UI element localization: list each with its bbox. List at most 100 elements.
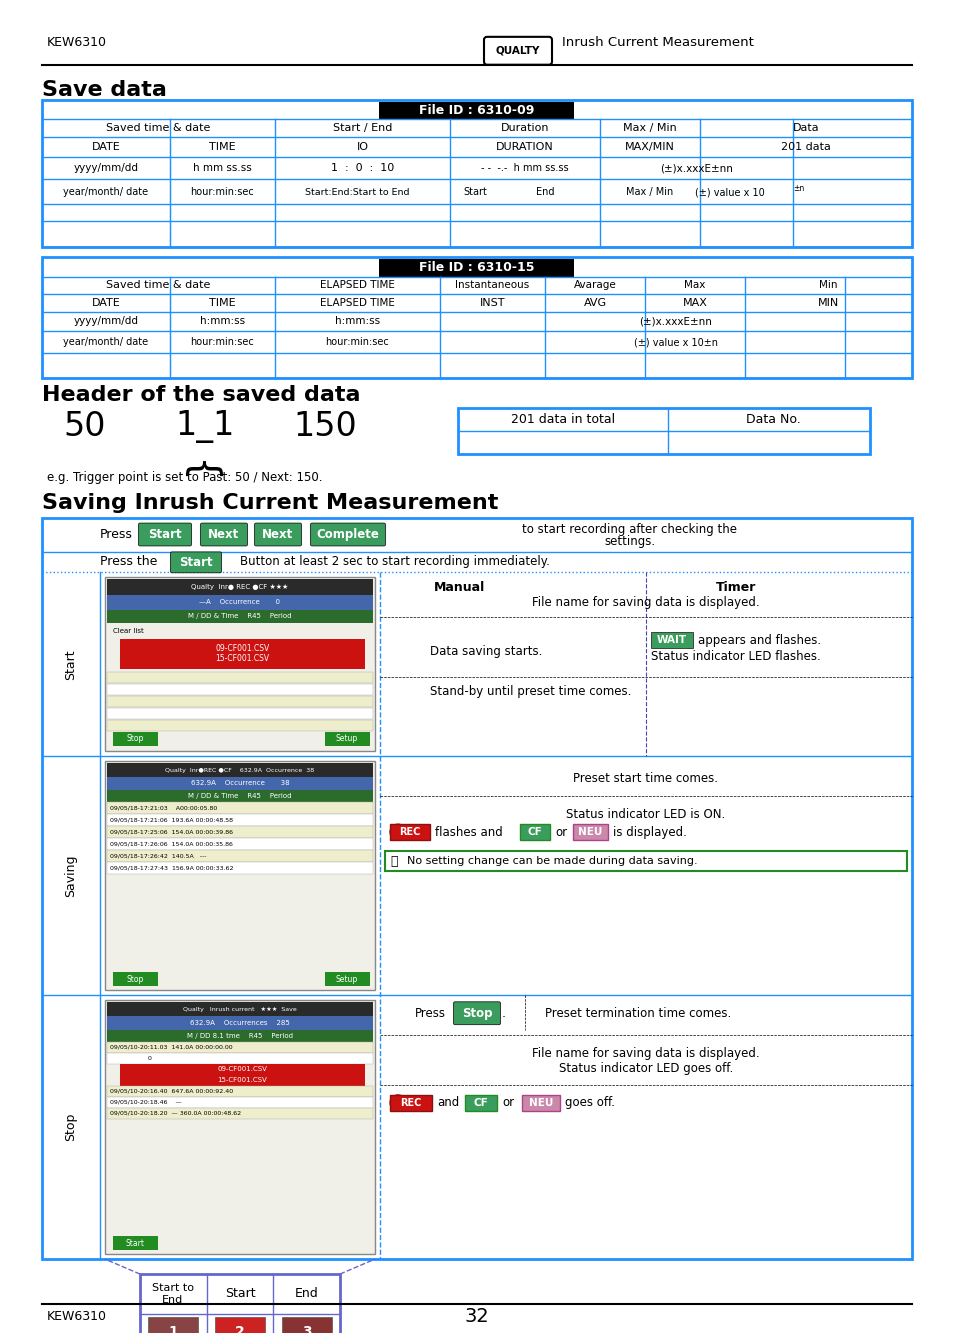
Text: 🔒: 🔒 bbox=[390, 856, 397, 869]
Text: MAX: MAX bbox=[681, 297, 707, 308]
Text: 09/05/10-20:16.40  647.6A 00:00:92.40: 09/05/10-20:16.40 647.6A 00:00:92.40 bbox=[110, 1089, 233, 1094]
Bar bbox=[107, 1107, 373, 1119]
Text: End: End bbox=[536, 187, 554, 197]
Text: Duration: Duration bbox=[500, 123, 549, 134]
Text: Max / Min: Max / Min bbox=[622, 123, 677, 134]
Bar bbox=[390, 1095, 432, 1111]
Text: Start to
End: Start to End bbox=[152, 1283, 193, 1304]
Text: ELAPSED TIME: ELAPSED TIME bbox=[319, 280, 395, 289]
Text: Press the: Press the bbox=[100, 554, 157, 568]
Text: Stop: Stop bbox=[65, 1113, 77, 1141]
Bar bbox=[385, 852, 906, 870]
FancyBboxPatch shape bbox=[138, 524, 192, 546]
Bar bbox=[105, 762, 375, 991]
Bar bbox=[107, 611, 373, 623]
Circle shape bbox=[390, 823, 406, 840]
Text: NEU: NEU bbox=[528, 1098, 553, 1107]
Bar bbox=[107, 684, 373, 695]
Text: M / DD & Time    R45    Period: M / DD & Time R45 Period bbox=[188, 613, 292, 619]
Text: hour:min:sec: hour:min:sec bbox=[191, 187, 254, 197]
Text: 1_1: 1_1 bbox=[175, 410, 234, 442]
FancyBboxPatch shape bbox=[200, 524, 247, 546]
Bar bbox=[573, 823, 607, 840]
Text: Press: Press bbox=[100, 528, 132, 541]
Text: e.g. Trigger point is set to Past: 50 / Next: 150.: e.g. Trigger point is set to Past: 50 / … bbox=[47, 471, 322, 485]
Text: Start: Start bbox=[179, 556, 213, 569]
Text: 632.9A    Occurrence       38: 632.9A Occurrence 38 bbox=[191, 781, 289, 786]
Bar bbox=[107, 802, 373, 814]
Text: 09/05/10-20:18.46    —: 09/05/10-20:18.46 — bbox=[110, 1099, 182, 1105]
Text: Data saving starts.: Data saving starts. bbox=[430, 645, 542, 659]
Text: Saving: Saving bbox=[65, 854, 77, 897]
Text: REC: REC bbox=[399, 828, 420, 837]
Text: }: } bbox=[181, 451, 219, 475]
Text: h mm ss.ss: h mm ss.ss bbox=[193, 163, 252, 173]
Text: File ID : 6310-15: File ID : 6310-15 bbox=[418, 261, 535, 274]
Text: 09/05/18-17:26:06  154.0A 00:00:35.86: 09/05/18-17:26:06 154.0A 00:00:35.86 bbox=[110, 841, 233, 846]
Text: Next: Next bbox=[262, 528, 294, 541]
Text: 32: 32 bbox=[464, 1307, 489, 1327]
Text: h:mm:ss: h:mm:ss bbox=[335, 316, 379, 327]
Text: Manual: Manual bbox=[434, 581, 485, 593]
Bar bbox=[107, 778, 373, 790]
Text: Stop: Stop bbox=[461, 1007, 492, 1020]
Text: 201 data: 201 data bbox=[781, 142, 830, 153]
Bar bbox=[325, 731, 370, 746]
Text: Qualty  Inr● REC ●CF ★★★: Qualty Inr● REC ●CF ★★★ bbox=[192, 584, 289, 590]
Text: TIME: TIME bbox=[209, 142, 235, 153]
Bar bbox=[107, 1042, 373, 1052]
Text: Inrush Current Measurement: Inrush Current Measurement bbox=[561, 36, 753, 50]
Text: 09/05/18-17:21:03    A00:00:05.80: 09/05/18-17:21:03 A00:00:05.80 bbox=[110, 806, 217, 810]
Bar bbox=[214, 1316, 265, 1339]
Text: Max / Min: Max / Min bbox=[626, 187, 673, 197]
Text: QUALTY: QUALTY bbox=[496, 46, 539, 56]
Text: End: End bbox=[294, 1288, 318, 1300]
Text: M / DD & Time    R45    Period: M / DD & Time R45 Period bbox=[188, 793, 292, 799]
Text: Complete: Complete bbox=[316, 528, 379, 541]
FancyBboxPatch shape bbox=[483, 37, 552, 64]
Text: yyyy/mm/dd: yyyy/mm/dd bbox=[73, 163, 138, 173]
Text: hour:min:sec: hour:min:sec bbox=[325, 337, 389, 347]
Text: MAX/MIN: MAX/MIN bbox=[624, 142, 674, 153]
Bar bbox=[140, 1273, 339, 1339]
Bar bbox=[148, 1316, 198, 1339]
Text: year/month/ date: year/month/ date bbox=[63, 187, 149, 197]
Bar bbox=[107, 838, 373, 850]
Text: Start: Start bbox=[65, 649, 77, 680]
Bar bbox=[464, 1095, 497, 1111]
Bar bbox=[378, 258, 574, 277]
Bar bbox=[112, 1236, 158, 1251]
Bar bbox=[107, 708, 373, 719]
Bar bbox=[107, 672, 373, 683]
Text: Preset start time comes.: Preset start time comes. bbox=[573, 771, 718, 785]
Bar bbox=[42, 99, 911, 246]
Bar bbox=[105, 577, 375, 751]
Bar bbox=[107, 814, 373, 826]
Text: Header of the saved data: Header of the saved data bbox=[42, 386, 360, 406]
Bar bbox=[650, 632, 692, 648]
Text: 1: 1 bbox=[168, 1324, 177, 1339]
Text: (±) value x 10±n: (±) value x 10±n bbox=[634, 337, 718, 347]
Text: goes off.: goes off. bbox=[564, 1097, 615, 1109]
Bar bbox=[107, 862, 373, 874]
Text: is displayed.: is displayed. bbox=[613, 826, 686, 838]
Text: 150: 150 bbox=[293, 410, 356, 442]
Text: Press: Press bbox=[415, 1007, 446, 1020]
Text: or: or bbox=[555, 826, 566, 838]
Text: —A    Occurrence       0: —A Occurrence 0 bbox=[199, 599, 280, 605]
Text: Data No.: Data No. bbox=[745, 412, 800, 426]
Text: MIN: MIN bbox=[817, 297, 839, 308]
Bar bbox=[120, 639, 365, 670]
Text: File name for saving data is displayed.: File name for saving data is displayed. bbox=[532, 1047, 759, 1059]
Bar bbox=[107, 1030, 373, 1042]
Text: AVG: AVG bbox=[583, 297, 606, 308]
Text: Saved time & date: Saved time & date bbox=[106, 280, 211, 289]
Text: File ID : 6310-09: File ID : 6310-09 bbox=[419, 104, 534, 116]
Circle shape bbox=[390, 1095, 406, 1111]
FancyBboxPatch shape bbox=[171, 552, 221, 573]
Text: Preset termination time comes.: Preset termination time comes. bbox=[544, 1007, 731, 1020]
Bar bbox=[107, 719, 373, 731]
Text: Save data: Save data bbox=[42, 79, 167, 99]
Text: year/month/ date: year/month/ date bbox=[63, 337, 149, 347]
Text: 632.9A    Occurrences    285: 632.9A Occurrences 285 bbox=[190, 1020, 290, 1026]
